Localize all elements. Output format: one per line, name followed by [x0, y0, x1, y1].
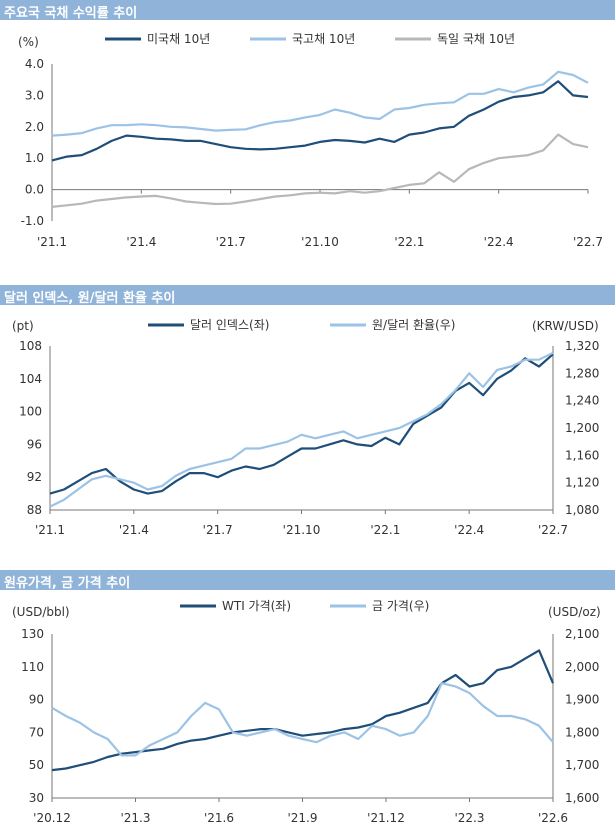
y-axis-label-right: (KRW/USD): [532, 319, 599, 333]
y-tick-label-left: -1.0: [21, 214, 44, 228]
y-axis-label-left: (%): [18, 35, 39, 49]
y-tick-label-left: 90: [29, 693, 44, 707]
x-tick-label: '21.7: [203, 523, 233, 537]
series-line-1: [51, 649, 555, 772]
x-tick-label: '21.12: [367, 811, 405, 825]
legend-label: 금 가격(우): [372, 599, 429, 613]
y-tick-label-right: 1,280: [565, 366, 599, 380]
y-axis-label-left: (pt): [12, 319, 34, 333]
y-tick-label-left: 4.0: [25, 57, 44, 71]
legend-label: 달러 인덱스(좌): [190, 318, 269, 332]
chart3-title: 원유가격, 금 가격 추이: [4, 576, 131, 591]
x-tick-label: '21.9: [287, 811, 317, 825]
y-tick-label-left: 88: [27, 503, 42, 517]
x-tick-label: '21.1: [37, 235, 67, 249]
x-tick-label: '22.4: [484, 235, 514, 249]
y-tick-label-left: 0.0: [25, 183, 44, 197]
legend-label: WTI 가격(좌): [222, 599, 291, 613]
chart1-title: 주요국 국채 수익률 추이: [4, 6, 138, 21]
x-tick-label: '21.10: [283, 523, 321, 537]
x-tick-label: '22.1: [394, 235, 424, 249]
x-tick-label: '22.7: [538, 523, 568, 537]
legend-label: 독일 국채 10년: [437, 32, 515, 46]
chart2-header: 달러 인덱스, 원/달러 환율 추이: [0, 285, 615, 306]
x-tick-label: '22.4: [454, 523, 484, 537]
x-tick-label: '21.1: [35, 523, 65, 537]
y-axis-label-right: (USD/oz): [548, 605, 601, 619]
series-line-3: [51, 133, 589, 208]
y-tick-label-left: 130: [21, 627, 44, 641]
y-tick-label-left: 3.0: [25, 88, 44, 102]
y-tick-label-right: 1,800: [565, 725, 599, 739]
x-tick-label: '22.6: [538, 811, 568, 825]
y-tick-label-left: 110: [21, 660, 44, 674]
chart3-header: 원유가격, 금 가격 추이: [0, 570, 615, 591]
y-tick-label-left: 92: [27, 470, 42, 484]
y-tick-label-right: 2,000: [565, 660, 599, 674]
y-tick-label-left: 96: [27, 437, 42, 451]
x-tick-label: '22.7: [573, 235, 603, 249]
x-tick-label: '21.4: [126, 235, 156, 249]
y-tick-label-left: 30: [29, 791, 44, 805]
y-tick-label-right: 2,100: [565, 627, 599, 641]
y-tick-label-right: 1,120: [565, 476, 599, 490]
x-tick-label: '22.1: [370, 523, 400, 537]
y-tick-label-right: 1,320: [565, 339, 599, 353]
x-tick-label: '21.4: [119, 523, 149, 537]
y-tick-label-right: 1,200: [565, 421, 599, 435]
chart2-title: 달러 인덱스, 원/달러 환율 추이: [4, 291, 176, 306]
x-tick-label: '22.3: [454, 811, 484, 825]
chart1: 미국채 10년 국고채 10년 독일 국채 10년 (%) 4.0 3.0 2.0 1.0 0.…: [18, 32, 603, 249]
y-tick-label-left: 2.0: [25, 120, 44, 134]
series-line-1: [49, 353, 554, 495]
x-tick-label: '21.3: [120, 811, 150, 825]
y-tick-label-right: 1,080: [565, 503, 599, 517]
chart2: 달러 인덱스(좌) 원/달러 환율(우) (pt) 108 104 100 96 92 88 (K…: [12, 318, 599, 537]
y-tick-label-right: 1,160: [565, 448, 599, 462]
x-tick-label: '20.12: [33, 811, 71, 825]
y-tick-label-left: 50: [29, 758, 44, 772]
x-tick-label: '21.6: [204, 811, 234, 825]
y-tick-label-right: 1,600: [565, 791, 599, 805]
legend-label: 원/달러 환율(우): [372, 318, 455, 332]
series-line-2: [49, 351, 554, 508]
series-line-2: [51, 682, 554, 757]
x-tick-label: '21.10: [301, 235, 339, 249]
y-tick-label-left: 108: [19, 339, 42, 353]
y-axis-label-left: (USD/bbl): [12, 605, 70, 619]
chart1-header: 주요국 국채 수익률 추이: [0, 0, 615, 21]
y-tick-label-left: 1.0: [25, 151, 44, 165]
y-tick-label-right: 1,240: [565, 394, 599, 408]
series-line-2: [51, 70, 589, 137]
legend-label: 미국채 10년: [147, 32, 210, 46]
x-tick-label: '21.7: [216, 235, 246, 249]
legend-label: 국고채 10년: [292, 32, 355, 46]
chart3: WTI 가격(좌) 금 가격(우) (USD/bbl) 130 110 90 70 50 30 (…: [12, 599, 601, 825]
y-tick-label-right: 1,900: [565, 693, 599, 707]
y-tick-label-left: 104: [19, 372, 42, 386]
y-tick-label-left: 100: [19, 405, 42, 419]
y-tick-label-left: 70: [29, 725, 44, 739]
y-tick-label-right: 1,700: [565, 758, 599, 772]
series-line-1: [51, 80, 589, 162]
